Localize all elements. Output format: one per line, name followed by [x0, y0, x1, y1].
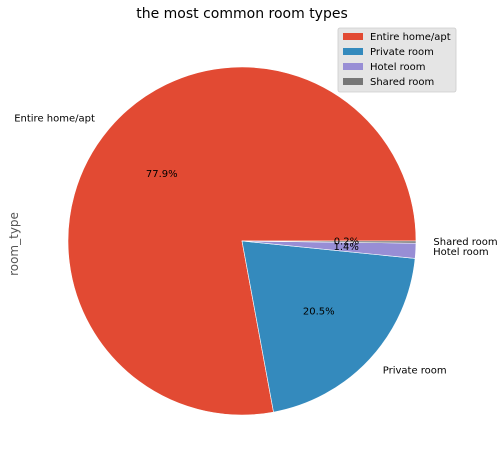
legend: Entire home/apt Private room Hotel room …	[337, 27, 457, 93]
percent-label-shared-room: 0.2%	[334, 237, 359, 248]
legend-swatch	[343, 78, 363, 85]
percent-label-hotel-room: 1.4%	[334, 242, 359, 253]
chart-title: the most common room types	[136, 6, 348, 22]
percent-label-private-room: 20.5%	[303, 307, 335, 318]
legend-item-entire-home: Entire home/apt	[343, 32, 451, 43]
legend-label: Entire home/apt	[370, 32, 451, 43]
category-label-shared-room: Shared room	[433, 237, 497, 248]
pie-slice-shared-room	[241, 240, 417, 244]
pie-slice-private-room	[241, 240, 416, 413]
legend-label: Hotel room	[370, 62, 426, 73]
legend-label: Shared room	[370, 77, 434, 88]
legend-swatch	[343, 48, 363, 55]
y-axis-label: room_type	[7, 212, 21, 276]
legend-box	[337, 27, 457, 93]
pie-slices	[67, 66, 417, 416]
category-labels: Entire home/apt Private room Hotel roomSha…	[14, 114, 497, 377]
legend-item-private-room: Private room	[343, 47, 434, 58]
legend-swatch	[343, 33, 363, 40]
category-label-private-room: Private room	[383, 366, 447, 377]
legend-swatch	[343, 63, 363, 70]
percentage-labels: 77.9% 20.5% 1.4%0.2%	[146, 169, 359, 318]
legend-label: Private room	[370, 47, 434, 58]
legend-item-shared-room: Shared room	[343, 77, 434, 88]
category-label-entire-home-apt: Entire home/apt	[14, 114, 95, 125]
category-label-hotel-room: Hotel room	[433, 247, 489, 258]
percent-label-entire-home-apt: 77.9%	[146, 169, 178, 180]
legend-item-hotel-room: Hotel room	[343, 62, 426, 73]
